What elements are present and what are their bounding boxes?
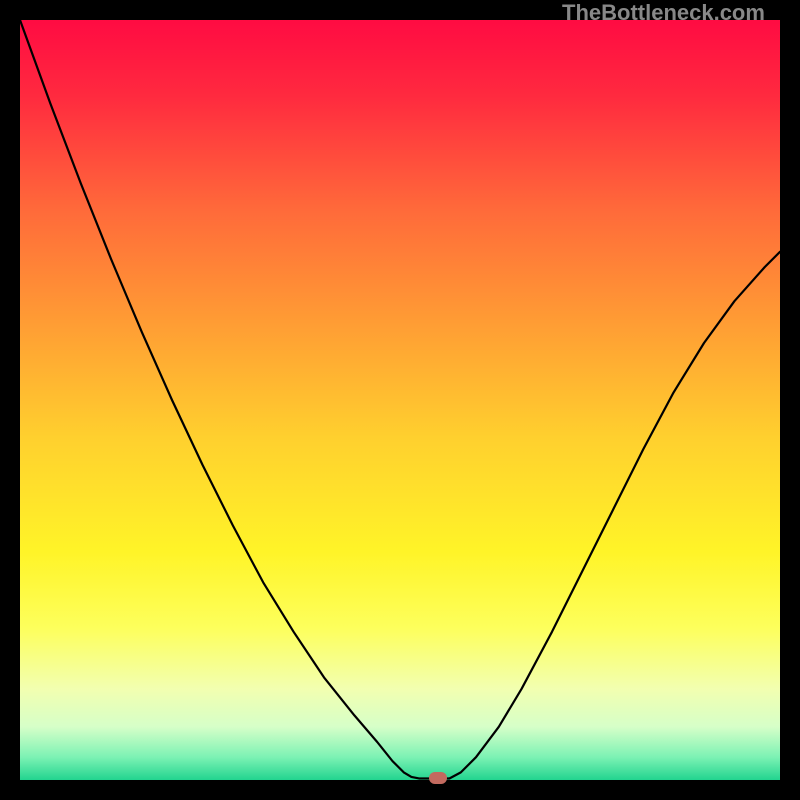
plot-area xyxy=(20,20,780,780)
bottleneck-curve xyxy=(20,20,780,780)
watermark-text: TheBottleneck.com xyxy=(562,0,765,26)
minimum-marker xyxy=(429,772,447,784)
chart-container: TheBottleneck.com xyxy=(0,0,800,800)
